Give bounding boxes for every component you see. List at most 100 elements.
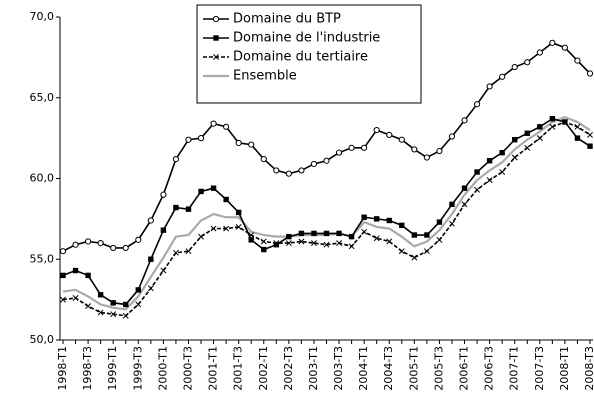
point <box>59 248 67 255</box>
x-tick-label: 2004-T1 <box>357 346 370 391</box>
point <box>260 238 267 245</box>
point <box>348 243 355 250</box>
point <box>486 83 493 90</box>
point <box>386 131 393 138</box>
point <box>310 240 317 247</box>
point <box>173 204 179 211</box>
point <box>72 295 79 301</box>
y-tick-label: 70,0 <box>30 10 55 23</box>
point <box>373 216 380 222</box>
point <box>185 136 192 143</box>
point <box>285 240 292 247</box>
x-tick-label: 2008-T3 <box>583 346 594 391</box>
point <box>536 135 543 142</box>
point <box>172 156 180 163</box>
point <box>223 196 229 203</box>
point <box>348 233 355 240</box>
point <box>449 220 455 227</box>
point <box>398 248 405 255</box>
y-tick-label: 65,0 <box>30 91 55 104</box>
point <box>486 158 493 164</box>
legend: Domaine du BTP Domaine de l'industrie Doma… <box>196 4 422 104</box>
point <box>110 311 117 318</box>
point <box>511 154 518 161</box>
x-tick-label: 2005-T1 <box>407 346 420 391</box>
point <box>348 144 355 151</box>
point <box>562 119 568 125</box>
point <box>213 35 219 41</box>
point <box>474 169 480 175</box>
point <box>361 228 368 235</box>
legend-box <box>196 4 422 104</box>
point <box>160 227 167 233</box>
point <box>561 44 569 51</box>
point <box>336 240 343 247</box>
point <box>361 214 367 220</box>
point <box>574 57 581 64</box>
point <box>411 254 418 261</box>
point <box>448 133 456 140</box>
point <box>213 54 219 60</box>
point <box>148 256 154 262</box>
point <box>398 136 405 143</box>
point <box>311 230 317 237</box>
point <box>248 141 255 148</box>
y-tick-label: 55,0 <box>30 252 55 265</box>
x-tick-label: 2003-T3 <box>332 346 345 391</box>
legend-label: Domaine du tertiaire <box>233 50 368 65</box>
point <box>424 232 430 238</box>
point <box>587 143 593 149</box>
point <box>122 244 129 252</box>
x-tick-label: 2007-T1 <box>508 346 521 391</box>
legend-label: Domaine du BTP <box>233 12 341 27</box>
point <box>373 235 380 242</box>
point <box>473 101 481 108</box>
point <box>122 312 129 319</box>
point <box>110 244 117 252</box>
series-line <box>62 121 591 317</box>
x-tick-label: 2001-T1 <box>207 346 220 391</box>
y-tick-label: 50,0 <box>30 333 55 346</box>
point <box>486 177 493 184</box>
x-tick-label: 2006-T3 <box>483 346 496 391</box>
point <box>323 230 330 237</box>
x-tick-label: 2004-T3 <box>382 346 395 391</box>
x-tick-label: 2006-T1 <box>458 346 471 391</box>
point <box>461 185 468 191</box>
legend-label: Domaine de l'industrie <box>233 31 380 46</box>
point <box>147 217 154 224</box>
point <box>147 285 154 292</box>
point <box>235 139 242 147</box>
x-tick-label: 2000-T1 <box>156 346 169 391</box>
point <box>97 240 104 247</box>
point <box>386 238 393 245</box>
x-tick-label: 2002-T3 <box>282 346 295 391</box>
point <box>336 230 342 237</box>
point <box>84 238 92 245</box>
point <box>524 130 530 136</box>
point <box>135 287 141 293</box>
point <box>298 238 305 245</box>
point <box>449 201 455 208</box>
point <box>198 188 204 195</box>
point <box>212 15 220 23</box>
point <box>549 123 556 130</box>
point <box>223 225 230 232</box>
point <box>373 126 380 134</box>
point <box>549 39 556 46</box>
point <box>461 117 468 124</box>
point <box>72 241 79 248</box>
x-tick-label: 1999-T3 <box>131 346 144 391</box>
point <box>135 301 142 308</box>
point <box>60 296 66 303</box>
point <box>298 230 305 237</box>
point <box>499 169 506 175</box>
point <box>85 272 91 279</box>
point <box>436 219 443 225</box>
point <box>574 123 581 130</box>
point <box>323 241 330 248</box>
point <box>298 167 305 174</box>
point <box>260 156 267 163</box>
point <box>160 191 167 198</box>
